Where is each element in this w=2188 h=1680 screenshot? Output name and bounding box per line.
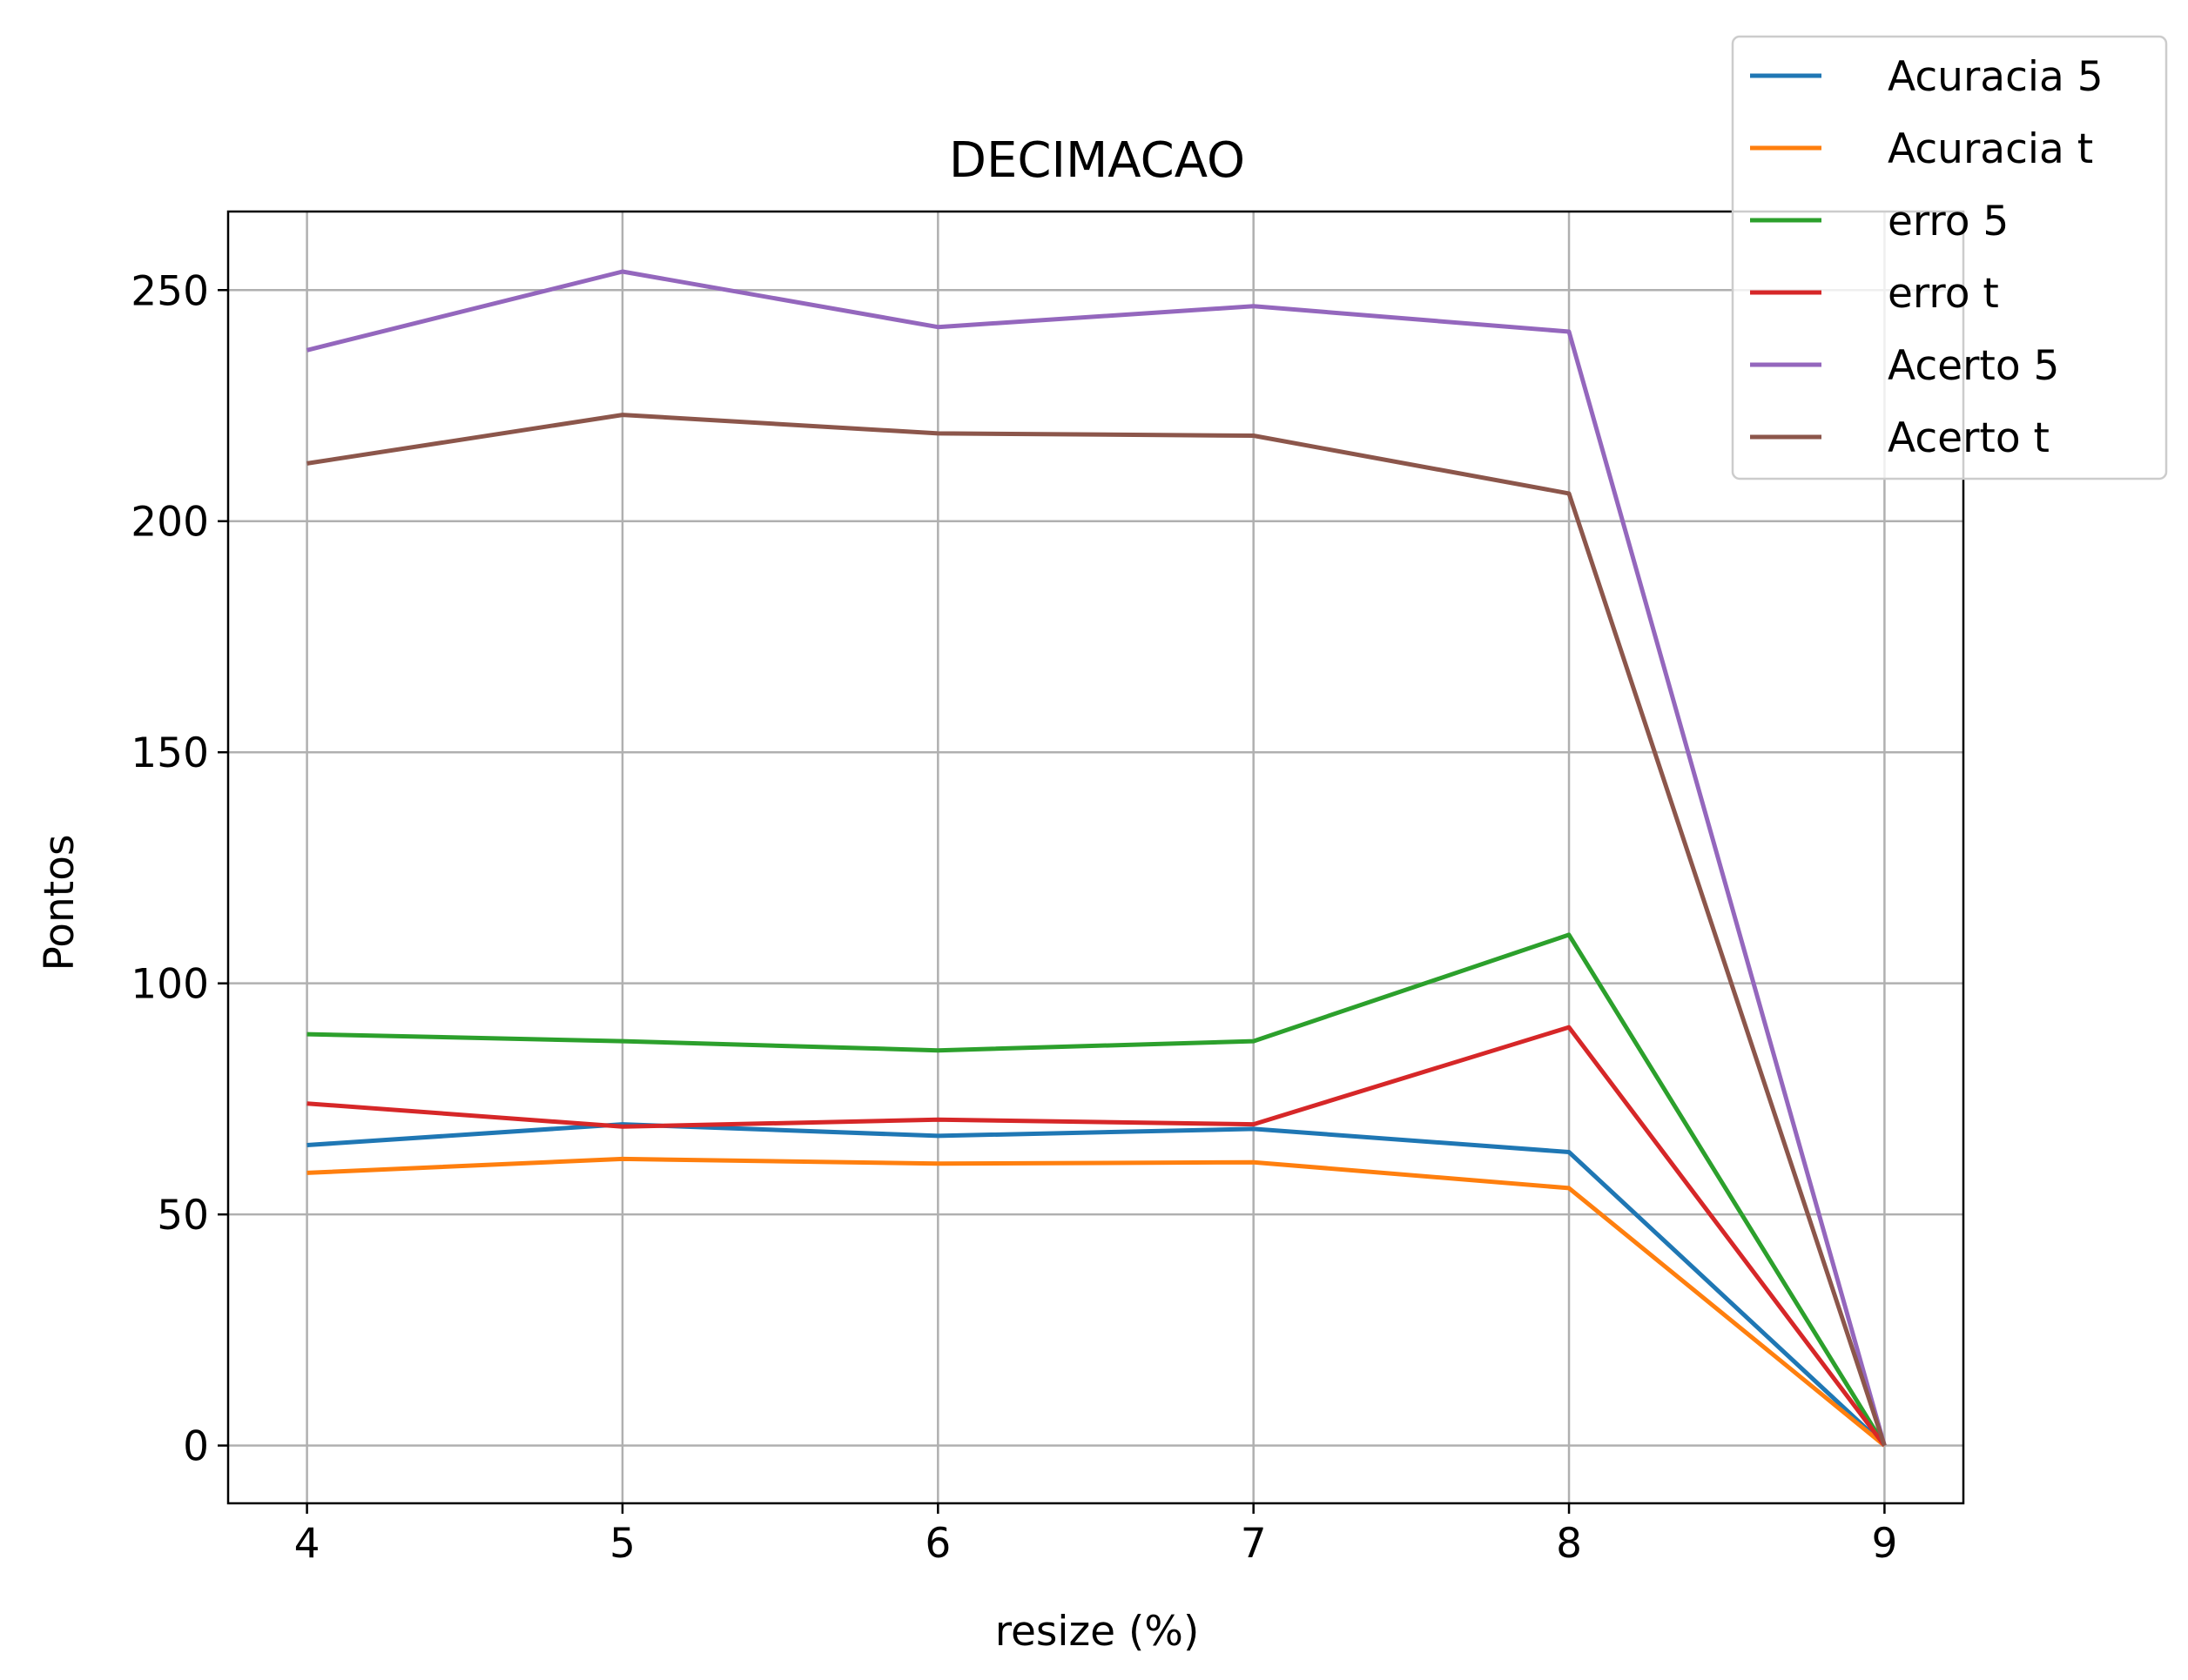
legend-box xyxy=(1731,35,2168,480)
series-line-6 xyxy=(306,413,1887,1447)
series-line-4 xyxy=(306,1025,1887,1448)
x-tick-label: 7 xyxy=(1241,1520,1267,1568)
legend-label: erro t xyxy=(1888,270,1999,318)
legend-label: erro 5 xyxy=(1888,198,2009,245)
y-axis-ticks: 0 50 100 150 200 250 xyxy=(131,267,228,1471)
legend: Acuracia 5 Acuracia t erro 5 erro t Acerto 5… xyxy=(1731,35,2168,480)
legend-label: Acuracia t xyxy=(1888,125,2093,173)
y-tick-label: 0 xyxy=(183,1423,209,1471)
y-tick-label: 150 xyxy=(131,729,209,777)
series-line-1 xyxy=(306,1122,1887,1448)
y-tick-label: 200 xyxy=(131,499,209,547)
y-axis-label: Pontos xyxy=(36,835,84,971)
y-tick-label: 250 xyxy=(131,267,209,315)
series-line-3 xyxy=(306,932,1887,1447)
x-tick-label: 9 xyxy=(1871,1520,1897,1568)
x-tick-label: 4 xyxy=(294,1520,320,1568)
chart-title: DECIMACAO xyxy=(949,132,1245,189)
x-tick-label: 8 xyxy=(1556,1520,1582,1568)
series-line-5 xyxy=(306,269,1887,1447)
x-axis-label: resize (%) xyxy=(995,1608,1200,1656)
plot-frame xyxy=(226,210,1965,1505)
x-tick-label: 5 xyxy=(609,1520,636,1568)
legend-label: Acerto 5 xyxy=(1888,342,2059,390)
y-tick-label: 100 xyxy=(131,961,209,1009)
series-lines xyxy=(306,269,1887,1448)
legend-label: Acerto t xyxy=(1888,414,2050,462)
legend-label: Acuracia 5 xyxy=(1888,53,2104,101)
x-axis-ticks: 4 5 6 7 8 9 xyxy=(294,1503,1897,1568)
x-tick-label: 6 xyxy=(925,1520,951,1568)
series-line-2 xyxy=(306,1156,1886,1448)
grid-lines xyxy=(228,212,1963,1503)
y-tick-label: 50 xyxy=(157,1192,209,1240)
